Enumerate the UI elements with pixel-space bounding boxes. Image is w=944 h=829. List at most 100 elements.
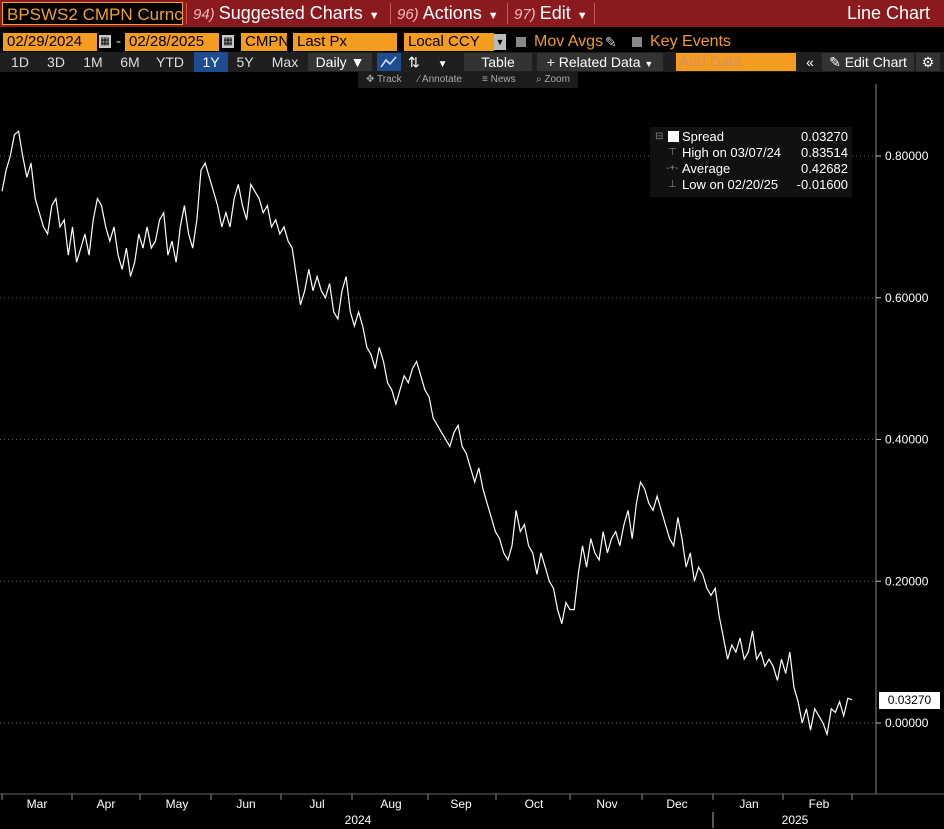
caret-down-icon: ▼ xyxy=(487,10,499,22)
x-tick-label: Apr xyxy=(97,797,116,811)
chart-parameters-row: 02/29/2024 ▦ - 02/28/2025 ▦ CMPN Last Px… xyxy=(0,32,944,52)
annotate-tool[interactable]: ⁄ Annotate xyxy=(418,72,462,88)
y-tick-label: 0.20000 xyxy=(885,574,929,588)
x-tick-label: Jul xyxy=(309,797,324,811)
track-tool[interactable]: ✥ Track xyxy=(366,72,402,88)
menu-number: 94) xyxy=(193,6,215,23)
year-label: 2025 xyxy=(782,813,809,827)
key-events-checkbox[interactable] xyxy=(632,37,642,47)
menu-label: Edit xyxy=(539,3,571,23)
legend-low-value: -0.01600 xyxy=(796,177,848,192)
range-1d[interactable]: 1D xyxy=(11,54,29,70)
x-tick-label: May xyxy=(166,797,189,811)
range-3d[interactable]: 3D xyxy=(47,54,65,70)
caret-down-icon: ▼ xyxy=(368,10,380,22)
price-field-selector[interactable]: Last Px xyxy=(293,33,397,51)
x-tick-label: Jan xyxy=(739,797,758,811)
start-date-field[interactable]: 02/29/2024 xyxy=(3,33,97,51)
legend-average-label: Average xyxy=(682,161,731,176)
currency-selector[interactable]: Local CCY xyxy=(404,33,494,51)
calendar-icon[interactable]: ▦ xyxy=(99,35,111,48)
table-button[interactable]: Table xyxy=(464,53,532,71)
x-tick-label: Aug xyxy=(380,797,401,811)
frequency-dropdown[interactable]: Daily ▼ xyxy=(308,53,372,71)
title-bar: BPSWS2 CMPN Curncy 94) Suggested Charts ▼ … xyxy=(0,0,944,27)
news-label: News xyxy=(490,74,516,85)
bar-style-icon[interactable]: ⇅ ▼ xyxy=(404,53,462,71)
range-toolbar: 1D 3D 1M 6M YTD 1Y 5Y Max Daily ▼ ⇅ ▼ Ta… xyxy=(0,52,944,72)
menu-separator xyxy=(594,3,595,24)
range-1y[interactable]: 1Y xyxy=(194,52,228,72)
news-icon: ≡ xyxy=(482,74,488,85)
menu-number: 96) xyxy=(397,6,419,23)
x-tick-label: Nov xyxy=(596,797,617,811)
range-ytd[interactable]: YTD xyxy=(156,54,184,70)
edit-chart-button[interactable]: ✎ Edit Chart xyxy=(822,53,914,71)
legend: ⊟ Spread 0.03270 ⊤ High on 03/07/24 0.83… xyxy=(650,127,852,197)
pencil-icon[interactable]: ✎ xyxy=(605,34,617,50)
legend-average-value: 0.42682 xyxy=(801,161,848,176)
legend-series-name: Spread xyxy=(682,129,724,144)
last-value-tag: 0.03270 xyxy=(879,692,940,709)
annotate-icon: ⁄ xyxy=(418,74,420,85)
menu-separator xyxy=(507,3,508,24)
series-color-swatch xyxy=(668,131,679,142)
y-tick-label: 0.60000 xyxy=(885,291,929,305)
x-tick-label: Mar xyxy=(27,797,48,811)
x-tick-label: Dec xyxy=(666,797,687,811)
menu-number: 97) xyxy=(514,6,536,23)
collapse-legend-icon[interactable]: ⊟ xyxy=(655,131,664,142)
chevron-down-icon[interactable]: ▼ xyxy=(494,34,506,50)
legend-high-value: 0.83514 xyxy=(801,145,848,160)
suggested-charts-menu[interactable]: 94) Suggested Charts ▼ xyxy=(193,0,380,27)
gear-icon[interactable]: ⚙ xyxy=(916,53,940,71)
mov-avgs-checkbox[interactable] xyxy=(516,37,526,47)
track-label: Track xyxy=(377,74,402,85)
zoom-label: Zoom xyxy=(544,74,570,85)
date-separator: - xyxy=(116,33,121,50)
legend-series-value: 0.03270 xyxy=(801,129,848,144)
pricing-source-field[interactable]: CMPN xyxy=(241,33,287,51)
key-events-label: Key Events xyxy=(650,33,731,50)
edit-chart-label: Edit Chart xyxy=(844,54,907,70)
legend-high-label: High on 03/07/24 xyxy=(682,145,782,160)
x-tick-label: Oct xyxy=(525,797,544,811)
crosshair-icon: ✥ xyxy=(366,74,375,85)
y-tick-label: 0.00000 xyxy=(885,716,929,730)
x-tick-label: Sep xyxy=(450,797,472,811)
related-data-dropdown[interactable]: + Related Data ▼ xyxy=(537,53,663,71)
gridlines xyxy=(0,155,876,724)
edit-menu[interactable]: 97) Edit ▼ xyxy=(514,0,588,27)
add-data-input[interactable]: Add Data xyxy=(676,53,796,71)
collapse-icon[interactable]: « xyxy=(800,53,820,71)
caret-down-icon: ▼ xyxy=(350,54,365,70)
x-tick-label: Jun xyxy=(236,797,255,811)
menu-label: Actions xyxy=(422,3,482,23)
actions-menu[interactable]: 96) Actions ▼ xyxy=(397,0,499,27)
average-marker-icon: -+- xyxy=(666,163,679,174)
range-max[interactable]: Max xyxy=(271,54,299,70)
legend-low-label: Low on 02/20/25 xyxy=(682,177,779,192)
y-tick-label: 0.80000 xyxy=(885,149,929,163)
security-ticker-field[interactable]: BPSWS2 CMPN Curncy xyxy=(2,2,183,25)
high-marker-icon: ⊤ xyxy=(668,147,677,158)
line-chart-icon[interactable] xyxy=(377,53,401,71)
calendar-icon[interactable]: ▦ xyxy=(222,35,234,48)
caret-down-icon: ▼ xyxy=(576,10,588,22)
range-6m[interactable]: 6M xyxy=(120,54,140,70)
news-tool[interactable]: ≡ News xyxy=(482,72,516,88)
line-chart[interactable]: 0.80000 0.60000 0.40000 0.20000 0.00000 Mar A… xyxy=(0,74,944,829)
zoom-tool[interactable]: ⌕ Zoom xyxy=(536,72,570,88)
menu-separator xyxy=(186,3,187,24)
menu-label: Suggested Charts xyxy=(218,3,363,23)
range-5y[interactable]: 5Y xyxy=(236,54,254,70)
range-1m[interactable]: 1M xyxy=(83,54,103,70)
caret-down-icon: ▼ xyxy=(644,59,654,69)
chart-tools-toolbar: ✥ Track ⁄ Annotate ≡ News ⌕ Zoom xyxy=(358,72,578,88)
annotate-label: Annotate xyxy=(421,74,462,85)
chart-type-title: Line Chart xyxy=(846,3,930,23)
mov-avgs-label: Mov Avgs xyxy=(534,33,604,50)
y-tick-label: 0.40000 xyxy=(885,433,929,447)
end-date-field[interactable]: 02/28/2025 xyxy=(125,33,219,51)
x-tick-label: Feb xyxy=(809,797,830,811)
